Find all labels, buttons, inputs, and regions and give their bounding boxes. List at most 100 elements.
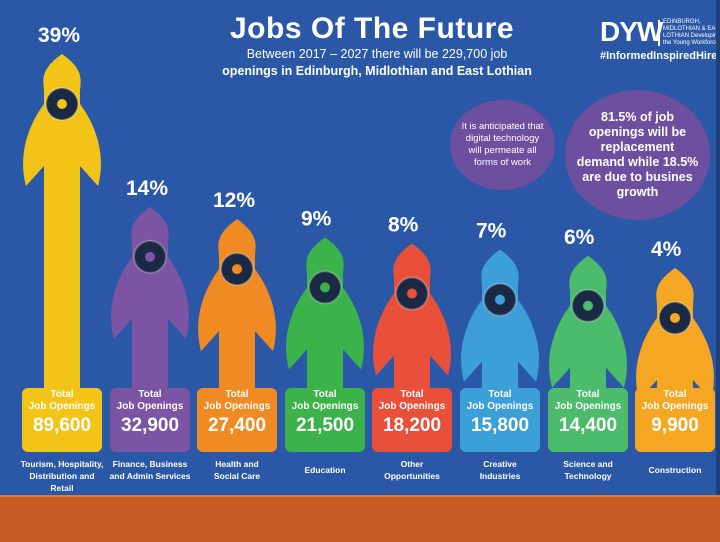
box-caption-total: Total [576, 389, 600, 400]
box-caption-total: Total [138, 389, 162, 400]
rocket-body-4 [306, 237, 344, 388]
box-caption-total: Total [663, 389, 687, 400]
medical-cross-icon [232, 264, 242, 275]
rocket-fin-left-5 [373, 293, 394, 376]
job-openings-value-8: 9,900 [651, 415, 699, 436]
logo-mark: DYW [600, 16, 663, 47]
job-openings-value-2: 32,900 [120, 415, 180, 436]
lightbulb-icon [495, 294, 505, 305]
category-label-line: Industries [479, 471, 521, 481]
subtitle-line-1: Between 2017 – 2027 there will be 229,70… [246, 47, 508, 61]
rocket-fin-right-2 [168, 256, 189, 339]
box-caption-total: Total [488, 389, 512, 400]
computer-icon [583, 300, 593, 311]
dyw-logo: DYW EDINBURGH, MIDLOTHIAN & EAST LOTHIAN… [600, 16, 720, 70]
category-label-line: Education [304, 465, 346, 475]
box-caption-job-openings: Job Openings [116, 401, 184, 412]
book-icon [320, 282, 330, 293]
rocket-fin-right-7 [606, 305, 627, 388]
logo-divider [658, 20, 660, 46]
category-label-line: Construction [648, 465, 702, 475]
page-subtitle: Between 2017 – 2027 there will be 229,70… [212, 46, 542, 80]
job-openings-label-1: Total Job Openings 89,600 [22, 389, 102, 437]
box-caption-job-openings: Job Openings [378, 401, 446, 412]
category-label-2: Finance, Business and Admin Services [106, 458, 194, 482]
job-openings-box-5 [372, 388, 452, 452]
rocket-fin-left-1 [23, 104, 44, 186]
rocket-body-5 [393, 243, 431, 388]
category-label-line: Health and [215, 459, 259, 469]
job-openings-box-7 [548, 388, 628, 452]
box-caption-job-openings: Job Openings [291, 401, 359, 412]
rocket-body-7 [569, 255, 607, 388]
job-openings-value-6: 15,800 [470, 415, 530, 436]
box-caption-job-openings: Job Openings [28, 401, 96, 412]
rocket-body-3 [218, 219, 256, 388]
job-openings-box-8 [635, 388, 715, 452]
poster-background: Jobs Of The Future Between 2017 – 2027 t… [0, 0, 720, 495]
box-caption-job-openings: Job Openings [203, 401, 271, 412]
rocket-fin-right-1 [80, 104, 101, 186]
rocket-fin-left-6 [461, 299, 482, 382]
rocket-body-2 [131, 206, 169, 388]
logo-small-text: EDINBURGH, MIDLOTHIAN & EAST LOTHIAN Dev… [663, 19, 720, 46]
rocket-fin-right-3 [255, 269, 276, 352]
category-label-line: Finance, Business [112, 459, 188, 469]
category-label-5: Other Opportunities [368, 458, 456, 482]
percent-label-6: 7% [476, 220, 507, 243]
rocket-fin-left-8 [636, 318, 657, 400]
job-openings-value-5: 18,200 [382, 415, 442, 436]
percent-label-3: 12% [213, 189, 255, 212]
box-caption-total: Total [400, 389, 424, 400]
category-label-line: Tourism, Hospitality, [20, 459, 104, 469]
job-openings-value-1: 89,600 [32, 415, 92, 436]
page-title: Jobs Of The Future [230, 12, 515, 45]
category-label-line: Distribution and Retail [29, 471, 95, 493]
rocket-fin-left-4 [286, 287, 307, 370]
job-openings-value-3: 27,400 [207, 415, 267, 436]
category-label-3: Health and Social Care [193, 458, 281, 482]
job-openings-box-4 [285, 388, 365, 452]
job-openings-label-6: Total Job Openings 15,800 [460, 389, 540, 437]
category-label-line: Opportunities [384, 471, 440, 481]
box-caption-job-openings: Job Openings [554, 401, 622, 412]
job-openings-box-1 [22, 388, 102, 452]
job-openings-label-5: Total Job Openings 18,200 [372, 389, 452, 437]
job-openings-label-2: Total Job Openings 32,900 [110, 389, 190, 437]
rocket-fin-right-6 [518, 299, 539, 382]
job-openings-box-6 [460, 388, 540, 452]
percent-label-1: 39% [38, 24, 80, 47]
callout-digital: It is anticipated that digital technolog… [450, 100, 555, 190]
percent-label-5: 8% [388, 214, 419, 237]
callout-replacement: 81.5% of job openings will be replacemen… [565, 90, 710, 220]
category-label-4: Education [281, 464, 369, 476]
callout-replacement-text: 81.5% of job openings will be replacemen… [576, 110, 699, 199]
location-pin-icon [57, 99, 67, 109]
category-label-line: Creative [483, 459, 517, 469]
job-openings-box-2 [110, 388, 190, 452]
job-openings-label-4: Total Job Openings 21,500 [285, 389, 365, 437]
rocket-fin-left-2 [111, 256, 132, 339]
rocket-fin-left-7 [549, 305, 570, 388]
subtitle-line-2: openings in Edinburgh, Midlothian and Ea… [222, 64, 532, 78]
percent-label-4: 9% [301, 207, 332, 230]
box-caption-total: Total [50, 389, 74, 400]
rocket-body-6 [481, 249, 519, 388]
job-openings-value-4: 21,500 [295, 415, 355, 436]
percent-label-7: 6% [564, 226, 595, 249]
category-label-line: Science and [563, 459, 613, 469]
category-label-1: Tourism, Hospitality, Distribution and Re… [18, 458, 106, 494]
percent-label-2: 14% [126, 177, 168, 200]
rocket-fin-left-3 [198, 269, 219, 352]
infinity-icon [407, 288, 417, 299]
job-openings-value-7: 14,400 [558, 415, 618, 436]
callout-digital-text: It is anticipated that digital technolog… [461, 121, 544, 168]
category-label-line: Other [400, 459, 424, 469]
rocket-chart: 39% 14% 12% 9% 8% 7% 6% 4% [22, 24, 715, 452]
rocket-fin-right-4 [343, 287, 364, 370]
rocket-body-1 [43, 54, 81, 388]
rocket-fin-right-5 [430, 293, 451, 376]
job-openings-label-8: Total Job Openings 9,900 [635, 389, 715, 437]
category-label-line: and Admin Services [109, 471, 191, 481]
